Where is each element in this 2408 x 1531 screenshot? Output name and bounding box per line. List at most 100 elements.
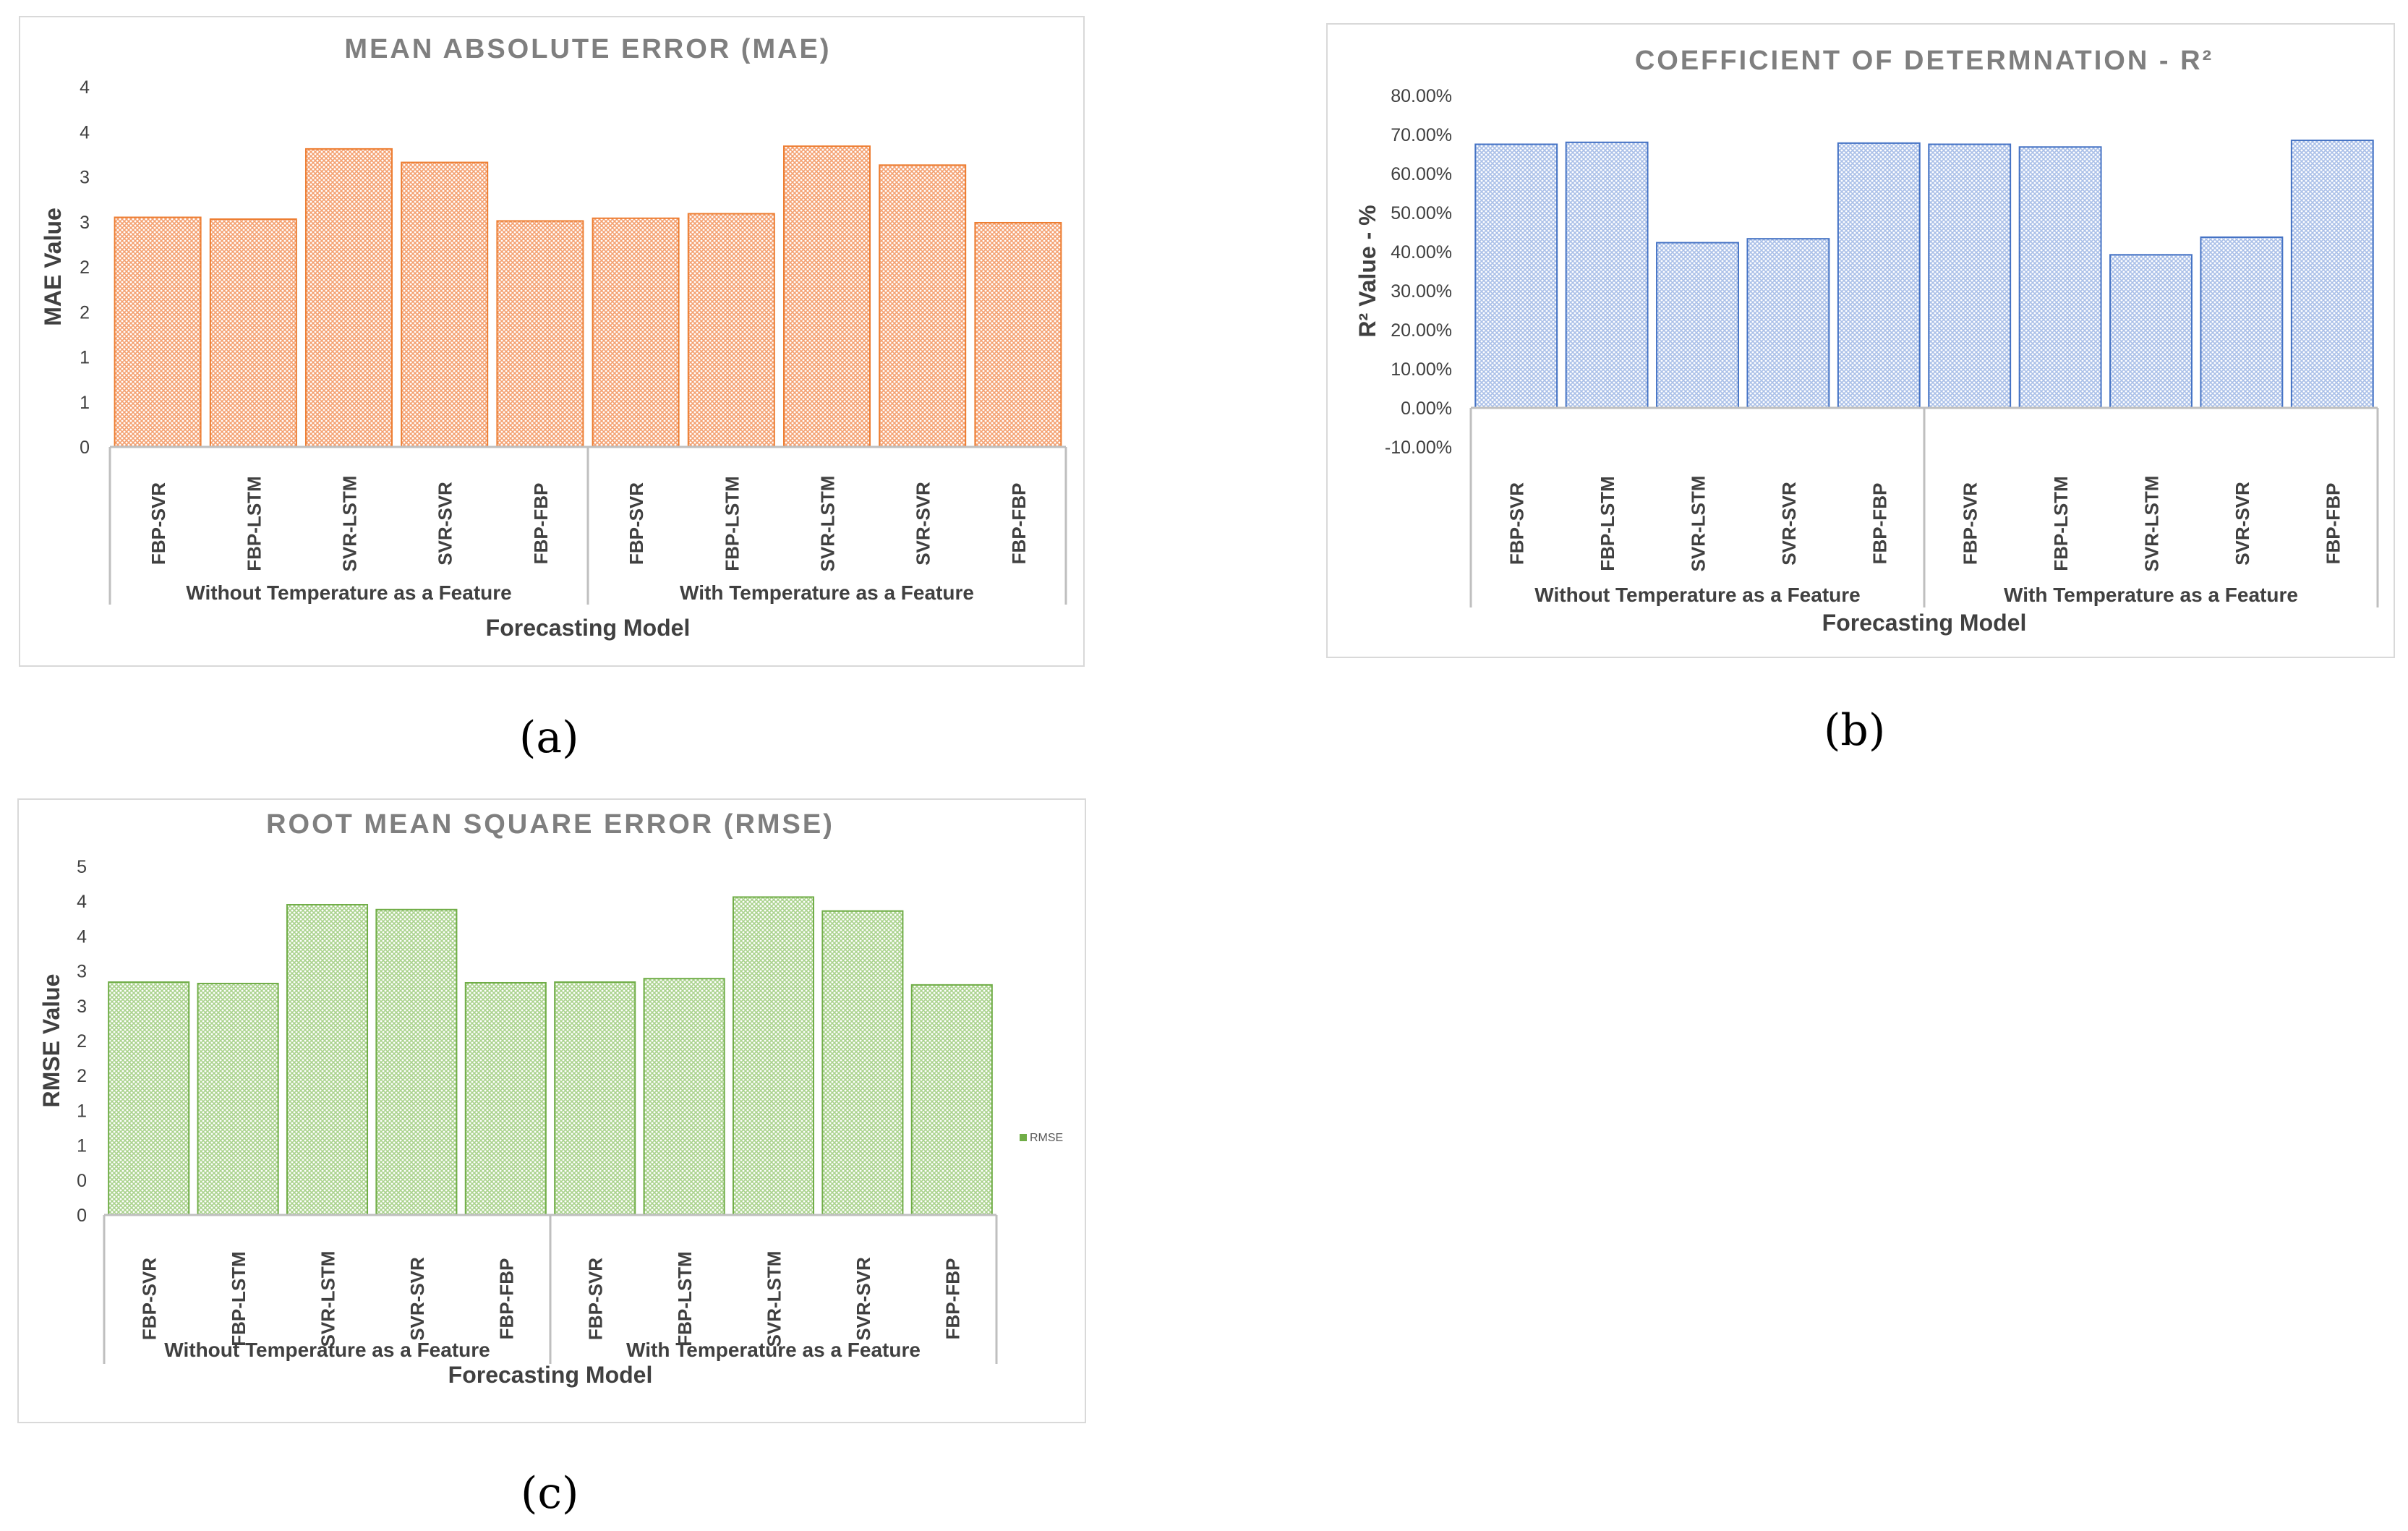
bar (197, 982, 279, 1216)
x-tick-label: FBP-LSTM (2050, 476, 2072, 571)
y-axis-label: R² Value - % (1354, 205, 1380, 337)
bar (1746, 238, 1830, 409)
y-tick-label: 4 (77, 892, 87, 912)
x-tick-label: SVR-SVR (2232, 482, 2253, 566)
x-axis-label: Forecasting Model (1822, 610, 2027, 636)
x-tick-label: FBP-SVR (148, 482, 169, 565)
y-tick-label: 0 (77, 1206, 87, 1226)
x-tick-label: FBP-LSTM (674, 1251, 696, 1346)
bar (643, 978, 725, 1216)
group-label: Without Temperature as a Feature (1534, 584, 1860, 606)
y-tick-label: 20.00% (1391, 320, 1452, 341)
x-tick-label: SVR-LSTM (817, 476, 839, 572)
y-tick-label: 3 (77, 962, 87, 982)
y-tick-label: 2 (77, 1066, 87, 1086)
rmse-chart: ROOT MEAN SQUARE ERROR (RMSE) 0 0 1 1 2 2 3 3 4 4 5… (38, 809, 1063, 1388)
bar (305, 148, 393, 448)
x-tick-label: SVR-SVR (853, 1257, 874, 1341)
x-tick-label: FBP-FBP (2322, 483, 2344, 565)
x-tick-label: SVR-LSTM (2141, 476, 2163, 572)
bar (879, 164, 967, 448)
y-tick-label: 40.00% (1391, 242, 1452, 263)
y-tick-label: 10.00% (1391, 359, 1452, 380)
bar (209, 218, 297, 448)
x-tick-label: SVR-SVR (406, 1257, 428, 1341)
x-tick-label: FBP-FBP (1869, 483, 1890, 565)
y-tick-label: 3 (77, 997, 87, 1017)
group-label: Without Temperature as a Feature (186, 581, 511, 604)
bar (2200, 236, 2284, 409)
bar (910, 984, 993, 1216)
y-tick-label: 4 (80, 77, 90, 98)
y-tick-label: 60.00% (1391, 164, 1452, 184)
y-tick-label: 2 (80, 302, 90, 323)
x-tick-label: FBP-SVR (626, 482, 647, 565)
chart-title: ROOT MEAN SQUARE ERROR (RMSE) (266, 809, 834, 840)
chart-title: MEAN ABSOLUTE ERROR (MAE) (344, 34, 831, 64)
x-tick-label: FBP-SVR (139, 1258, 161, 1340)
sublabel-c: (c) (521, 1468, 579, 1519)
sublabel-b: (b) (1824, 705, 1886, 756)
y-tick-label: 0.00% (1401, 398, 1452, 419)
bar (554, 981, 636, 1216)
bar (2018, 146, 2102, 409)
x-tick-label: SVR-LSTM (339, 476, 361, 572)
bar (1928, 143, 2012, 409)
y-tick-label: 3 (80, 168, 90, 188)
y-tick-label: 30.00% (1391, 281, 1452, 302)
bar (114, 216, 202, 448)
bar (592, 217, 680, 448)
x-tick-label: FBP-LSTM (721, 476, 743, 571)
bar (2109, 254, 2193, 409)
x-tick-label: SVR-LSTM (317, 1251, 339, 1347)
x-tick-label: FBP-SVR (1960, 482, 1981, 565)
x-tick-label: FBP-FBP (495, 1258, 517, 1340)
y-tick-label: 2 (80, 257, 90, 278)
bar (1656, 242, 1739, 409)
bar (464, 981, 547, 1216)
y-axis-label: RMSE Value (38, 974, 64, 1108)
chart-title: COEFFICIENT OF DETERMNATION - R² (1635, 46, 2213, 76)
r2-chart: COEFFICIENT OF DETERMNATION - R² -10.00% 0… (1354, 46, 2379, 636)
group-label: With Temperature as a Feature (626, 1339, 921, 1361)
mae-chart: MEAN ABSOLUTE ERROR (MAE) 0 1 1 2 2 3 3 4 4 MAE Va… (40, 34, 1067, 641)
sublabel-a: (a) (519, 712, 579, 763)
bar (2290, 140, 2374, 409)
x-tick-label: FBP-LSTM (243, 476, 265, 571)
y-tick-label: 1 (77, 1136, 87, 1156)
y-tick-label: -10.00% (1385, 438, 1452, 458)
y-tick-label: 4 (80, 122, 90, 142)
bar (108, 981, 190, 1216)
x-tick-label: FBP-FBP (1008, 483, 1030, 565)
x-axis-label: Forecasting Model (448, 1362, 653, 1388)
x-tick-label: SVR-SVR (1778, 482, 1800, 566)
bar (821, 910, 904, 1216)
chart-panel-mae: MEAN ABSOLUTE ERROR (MAE) 0 1 1 2 2 3 3 4 4 MAE Va… (19, 16, 1085, 667)
x-tick-label: FBP-SVR (1506, 482, 1528, 565)
x-tick-label: FBP-SVR (585, 1258, 607, 1340)
y-tick-label: 4 (77, 926, 87, 947)
y-tick-label: 70.00% (1391, 125, 1452, 145)
bar (401, 161, 489, 448)
y-tick-label: 0 (80, 438, 90, 458)
group-label: With Temperature as a Feature (2004, 584, 2298, 606)
legend-label: RMSE (1030, 1132, 1063, 1144)
y-axis-label: MAE Value (40, 208, 66, 326)
x-tick-label: FBP-FBP (942, 1258, 963, 1340)
x-tick-label: SVR-LSTM (1688, 476, 1709, 572)
bar (783, 145, 871, 448)
chart-panel-rmse: ROOT MEAN SQUARE ERROR (RMSE) 0 0 1 1 2 2 3 3 4 4 5… (17, 798, 1086, 1423)
x-tick-label: FBP-LSTM (228, 1251, 249, 1346)
x-axis-label: Forecasting Model (486, 615, 691, 641)
x-tick-label: SVR-LSTM (764, 1251, 785, 1347)
bar (1837, 142, 1921, 409)
chart-panel-r2: COEFFICIENT OF DETERMNATION - R² -10.00% 0… (1326, 23, 2395, 658)
y-tick-label: 50.00% (1391, 203, 1452, 223)
bar (974, 221, 1062, 448)
y-tick-label: 1 (80, 393, 90, 413)
group-label: Without Temperature as a Feature (164, 1339, 490, 1361)
bar (1565, 141, 1649, 409)
x-tick-label: SVR-SVR (435, 482, 456, 566)
y-tick-label: 2 (77, 1031, 87, 1052)
bar (496, 220, 584, 448)
